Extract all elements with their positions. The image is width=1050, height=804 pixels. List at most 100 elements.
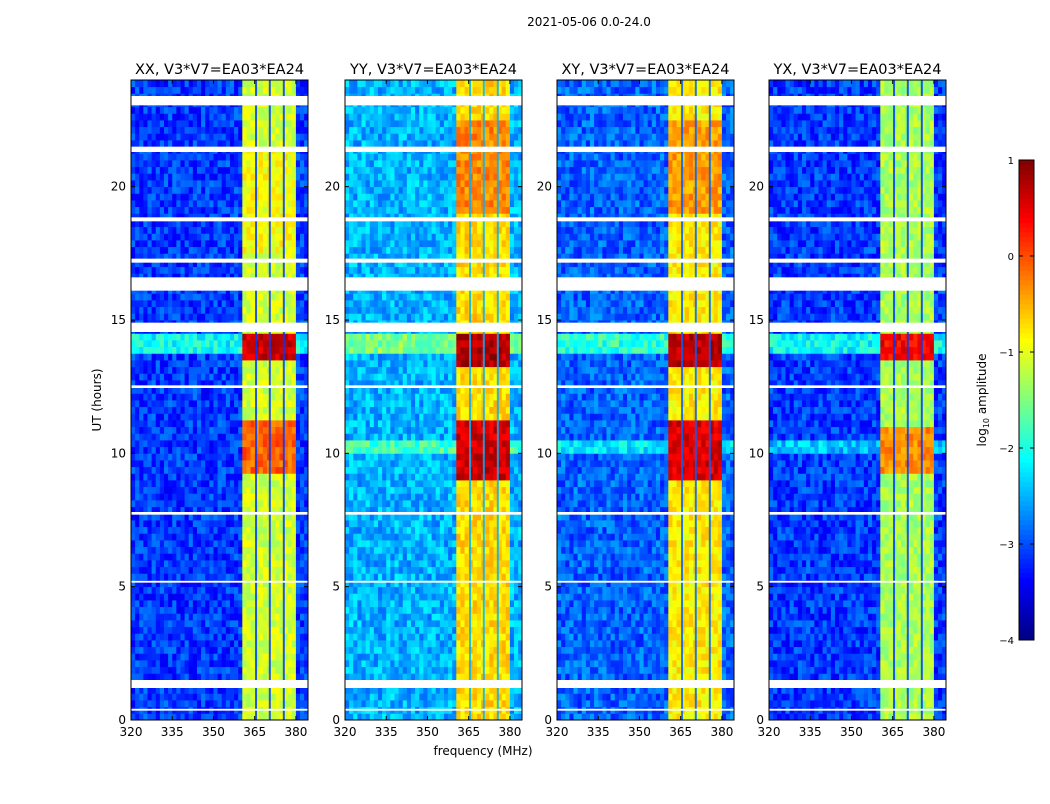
heatmap-cell bbox=[296, 613, 301, 620]
heatmap-cell bbox=[152, 153, 157, 160]
heatmap-cell bbox=[292, 520, 297, 527]
heatmap-cell bbox=[226, 427, 231, 434]
heatmap-cell bbox=[259, 693, 264, 700]
heatmap-cell bbox=[366, 667, 371, 674]
heatmap-cell bbox=[193, 347, 198, 354]
heatmap-cell bbox=[238, 233, 243, 240]
heatmap-cell bbox=[271, 613, 276, 620]
heatmap-cell bbox=[131, 560, 136, 567]
heatmap-cell bbox=[197, 633, 202, 640]
heatmap-cell bbox=[288, 613, 293, 620]
heatmap-cell bbox=[226, 300, 231, 307]
heatmap-cell bbox=[135, 533, 140, 540]
heatmap-cell bbox=[275, 353, 280, 360]
heatmap-cell bbox=[209, 353, 214, 360]
heatmap-cell bbox=[185, 107, 190, 114]
heatmap-cell bbox=[197, 433, 202, 440]
heatmap-cell bbox=[143, 433, 148, 440]
heatmap-cell bbox=[251, 440, 256, 447]
heatmap-cell bbox=[205, 667, 210, 674]
heatmap-cell bbox=[189, 360, 194, 367]
heatmap-cell bbox=[160, 120, 165, 127]
heatmap-cell bbox=[361, 620, 366, 627]
heatmap-cell bbox=[226, 313, 231, 320]
heatmap-cell bbox=[139, 527, 144, 534]
heatmap-cell bbox=[238, 620, 243, 627]
heatmap-cell bbox=[139, 400, 144, 407]
heatmap-cell bbox=[180, 440, 185, 447]
heatmap-cell bbox=[164, 227, 169, 234]
heatmap-cell bbox=[218, 620, 223, 627]
heatmap-cell bbox=[176, 240, 181, 247]
heatmap-cell bbox=[382, 640, 387, 647]
heatmap-cell bbox=[259, 353, 264, 360]
heatmap-cell bbox=[185, 440, 190, 447]
heatmap-cell bbox=[189, 693, 194, 700]
heatmap-cell bbox=[180, 547, 185, 554]
heatmap-cell bbox=[246, 480, 251, 487]
heatmap-cell bbox=[399, 660, 404, 667]
heatmap-cell bbox=[156, 420, 161, 427]
heatmap-cell bbox=[275, 647, 280, 654]
heatmap-cell bbox=[193, 113, 198, 120]
heatmap-cell bbox=[411, 667, 416, 674]
heatmap-cell bbox=[419, 600, 424, 607]
heatmap-cell bbox=[131, 293, 136, 300]
heatmap-cell bbox=[288, 620, 293, 627]
heatmap-cell bbox=[300, 447, 305, 454]
heatmap-cell bbox=[197, 173, 202, 180]
heatmap-cell bbox=[226, 473, 231, 480]
heatmap-cell bbox=[246, 693, 251, 700]
heatmap-cell bbox=[226, 527, 231, 534]
heatmap-cell bbox=[135, 420, 140, 427]
heatmap-cell bbox=[168, 247, 173, 254]
heatmap-cell bbox=[263, 500, 268, 507]
heatmap-cell bbox=[185, 167, 190, 174]
heatmap-cell bbox=[213, 353, 218, 360]
heatmap-cell bbox=[234, 193, 239, 200]
heatmap-cell bbox=[419, 700, 424, 707]
heatmap-cell bbox=[415, 633, 420, 640]
heatmap-cell bbox=[419, 673, 424, 680]
heatmap-cell bbox=[180, 240, 185, 247]
heatmap-cell bbox=[213, 493, 218, 500]
heatmap-cell bbox=[271, 700, 276, 707]
heatmap-cell bbox=[345, 613, 350, 620]
heatmap-cell bbox=[234, 693, 239, 700]
heatmap-cell bbox=[197, 540, 202, 547]
heatmap-cell bbox=[160, 113, 165, 120]
heatmap-cell bbox=[222, 233, 227, 240]
heatmap-cell bbox=[460, 647, 465, 654]
heatmap-cell bbox=[164, 413, 169, 420]
heatmap-cell bbox=[242, 360, 247, 367]
heatmap-cell bbox=[234, 227, 239, 234]
heatmap-cell bbox=[160, 300, 165, 307]
heatmap-cell bbox=[238, 153, 243, 160]
heatmap-cell bbox=[502, 613, 507, 620]
heatmap-cell bbox=[238, 673, 243, 680]
heatmap-cell bbox=[353, 593, 358, 600]
heatmap-cell bbox=[242, 460, 247, 467]
heatmap-cell bbox=[263, 560, 268, 567]
heatmap-cell bbox=[218, 647, 223, 654]
heatmap-cell bbox=[271, 407, 276, 414]
heatmap-cell bbox=[271, 547, 276, 554]
heatmap-cell bbox=[251, 500, 256, 507]
heatmap-cell bbox=[242, 587, 247, 594]
y-axis-label: UT (hours) bbox=[90, 368, 104, 431]
heatmap-cell bbox=[415, 693, 420, 700]
heatmap-cell bbox=[403, 713, 408, 720]
heatmap-cell bbox=[201, 667, 206, 674]
heatmap-cell bbox=[271, 520, 276, 527]
heatmap-cell bbox=[288, 420, 293, 427]
heatmap-cell bbox=[209, 373, 214, 380]
heatmap-cell bbox=[189, 127, 194, 134]
heatmap-cell bbox=[514, 667, 519, 674]
heatmap-cell bbox=[135, 200, 140, 207]
heatmap-cell bbox=[164, 633, 169, 640]
heatmap-cell bbox=[271, 233, 276, 240]
heatmap-cell bbox=[213, 500, 218, 507]
heatmap-cell bbox=[168, 373, 173, 380]
heatmap-cell bbox=[238, 193, 243, 200]
heatmap-cell bbox=[419, 660, 424, 667]
